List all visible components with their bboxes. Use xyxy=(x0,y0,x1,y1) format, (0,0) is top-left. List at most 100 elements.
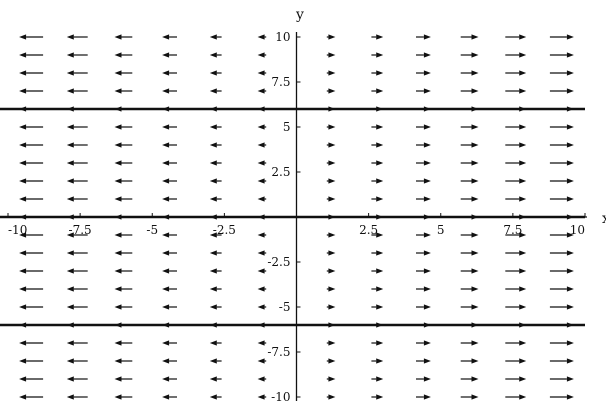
field-arrow-r7-c6 xyxy=(326,160,336,166)
field-arrow-head xyxy=(114,34,122,40)
field-arrow-r19-c11 xyxy=(549,376,574,382)
field-arrow-r5-c3 xyxy=(162,124,177,130)
field-arrow-r5-c7 xyxy=(371,124,384,130)
field-arrow-head xyxy=(162,358,170,364)
field-arrow-r5-c5 xyxy=(257,124,267,130)
field-arrow-head xyxy=(328,268,336,274)
field-arrow-head xyxy=(519,286,527,292)
field-arrow-r11-c3 xyxy=(162,232,177,238)
field-arrow-r0-c0 xyxy=(19,34,44,40)
field-arrow-r14-c5 xyxy=(257,286,267,292)
field-arrow-r18-c7 xyxy=(371,358,384,364)
field-arrow-head xyxy=(519,178,527,184)
field-arrow-r2-c11 xyxy=(549,70,574,76)
field-arrow-head xyxy=(257,376,265,382)
field-arrow-r15-c9 xyxy=(460,304,479,310)
field-arrow-head xyxy=(66,358,74,364)
field-arrow-r9-c6 xyxy=(326,196,336,202)
field-arrow-head xyxy=(162,34,170,40)
field-arrow-r14-c8 xyxy=(416,286,431,292)
field-arrow-head xyxy=(566,394,574,400)
field-arrow-r1-c6 xyxy=(326,52,336,58)
field-arrow-head xyxy=(114,358,122,364)
field-arrow-r17-c0 xyxy=(19,340,44,346)
field-arrow-r14-c9 xyxy=(460,286,479,292)
field-arrow-r13-c0 xyxy=(19,268,44,274)
field-arrow-r9-c10 xyxy=(505,196,527,202)
field-arrow-head xyxy=(257,88,265,94)
field-arrow-head xyxy=(376,88,384,94)
field-arrow-r8-c2 xyxy=(114,178,133,184)
field-arrow-r14-c4 xyxy=(209,286,222,292)
field-arrow-r18-c9 xyxy=(460,358,479,364)
field-arrow-head xyxy=(114,304,122,310)
field-arrow-r12-c8 xyxy=(416,250,431,256)
field-arrow-r9-c2 xyxy=(114,196,133,202)
field-arrow-head xyxy=(471,52,479,58)
field-arrow-r14-c3 xyxy=(162,286,177,292)
field-arrow-head xyxy=(257,268,265,274)
x-tick-label-6: 7.5 xyxy=(503,223,522,237)
field-arrow-head xyxy=(471,394,479,400)
field-arrow-r18-c3 xyxy=(162,358,177,364)
field-arrow-head xyxy=(257,304,265,310)
field-arrow-r13-c1 xyxy=(66,268,88,274)
field-arrow-r2-c9 xyxy=(460,70,479,76)
field-arrow-head xyxy=(328,88,336,94)
field-arrow-head xyxy=(376,340,384,346)
field-arrow-head xyxy=(209,196,217,202)
field-arrow-r19-c2 xyxy=(114,376,133,382)
field-arrow-head xyxy=(423,34,431,40)
field-arrow-r13-c2 xyxy=(114,268,133,274)
field-arrow-r2-c8 xyxy=(416,70,431,76)
field-arrow-head xyxy=(519,52,527,58)
field-arrow-r20-c10 xyxy=(505,394,527,400)
field-arrow-head xyxy=(328,250,336,256)
field-arrow-r19-c4 xyxy=(209,376,222,382)
field-arrow-head xyxy=(66,394,74,400)
field-arrow-head xyxy=(66,88,74,94)
field-arrow-r6-c6 xyxy=(326,142,336,148)
field-arrow-r8-c11 xyxy=(549,178,574,184)
field-arrow-head xyxy=(257,52,265,58)
field-arrow-r0-c4 xyxy=(209,34,222,40)
field-arrow-head xyxy=(471,142,479,148)
field-arrow-head xyxy=(19,304,27,310)
field-arrow-head xyxy=(328,196,336,202)
field-arrow-head xyxy=(257,358,265,364)
field-arrow-r0-c2 xyxy=(114,34,133,40)
field-arrow-head xyxy=(66,196,74,202)
field-arrow-head xyxy=(209,304,217,310)
field-arrow-r18-c6 xyxy=(326,358,336,364)
field-arrow-r14-c1 xyxy=(66,286,88,292)
field-arrow-r20-c1 xyxy=(66,394,88,400)
axes xyxy=(0,32,587,401)
field-arrow-r13-c9 xyxy=(460,268,479,274)
field-arrow-r12-c0 xyxy=(19,250,44,256)
y-tick-label-0: 10 xyxy=(275,30,290,44)
field-arrow-head xyxy=(566,358,574,364)
field-arrow-r19-c8 xyxy=(416,376,431,382)
field-arrow-r9-c11 xyxy=(549,196,574,202)
field-arrow-r7-c8 xyxy=(416,160,431,166)
field-arrow-head xyxy=(209,250,217,256)
field-arrow-head xyxy=(328,160,336,166)
field-arrow-r1-c7 xyxy=(371,52,384,58)
field-arrow-head xyxy=(19,394,27,400)
x-tick-label-4: 2.5 xyxy=(359,223,378,237)
field-arrow-r5-c9 xyxy=(460,124,479,130)
y-tick-label-5: -5 xyxy=(279,300,291,314)
field-arrow-head xyxy=(66,160,74,166)
field-arrow-r13-c8 xyxy=(416,268,431,274)
field-arrow-r17-c4 xyxy=(209,340,222,346)
field-arrow-r1-c10 xyxy=(505,52,527,58)
field-arrow-r2-c7 xyxy=(371,70,384,76)
field-arrow-r5-c1 xyxy=(66,124,88,130)
field-arrow-r6-c1 xyxy=(66,142,88,148)
field-arrow-r14-c7 xyxy=(371,286,384,292)
field-arrow-head xyxy=(519,232,527,238)
field-arrow-head xyxy=(209,268,217,274)
field-arrow-head xyxy=(209,88,217,94)
field-arrow-head xyxy=(566,52,574,58)
field-arrow-head xyxy=(257,142,265,148)
